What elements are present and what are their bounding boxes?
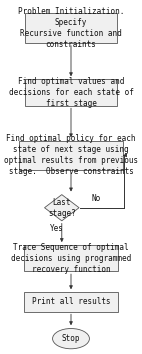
Text: Trace Sequence of optimal
decisions using programmed
recovery function: Trace Sequence of optimal decisions usin… — [11, 243, 131, 274]
FancyBboxPatch shape — [25, 79, 117, 105]
Polygon shape — [44, 195, 79, 221]
Text: No: No — [92, 194, 101, 203]
Text: Yes: Yes — [50, 224, 64, 234]
FancyBboxPatch shape — [19, 141, 123, 170]
Text: Stop: Stop — [62, 334, 80, 343]
Text: Last
stage?: Last stage? — [48, 198, 76, 218]
FancyBboxPatch shape — [24, 245, 118, 272]
Text: Problem Initialization. Specify
Recursive function and
constraints: Problem Initialization. Specify Recursiv… — [18, 7, 124, 49]
Ellipse shape — [53, 329, 89, 349]
FancyBboxPatch shape — [25, 13, 117, 43]
Text: Find optimal values and
decisions for each state of
first stage: Find optimal values and decisions for ea… — [9, 77, 133, 108]
FancyBboxPatch shape — [24, 292, 118, 312]
Text: Find optimal policy for each
state of next stage using
optimal results from prev: Find optimal policy for each state of ne… — [4, 134, 138, 177]
Text: Print all results: Print all results — [32, 297, 110, 307]
